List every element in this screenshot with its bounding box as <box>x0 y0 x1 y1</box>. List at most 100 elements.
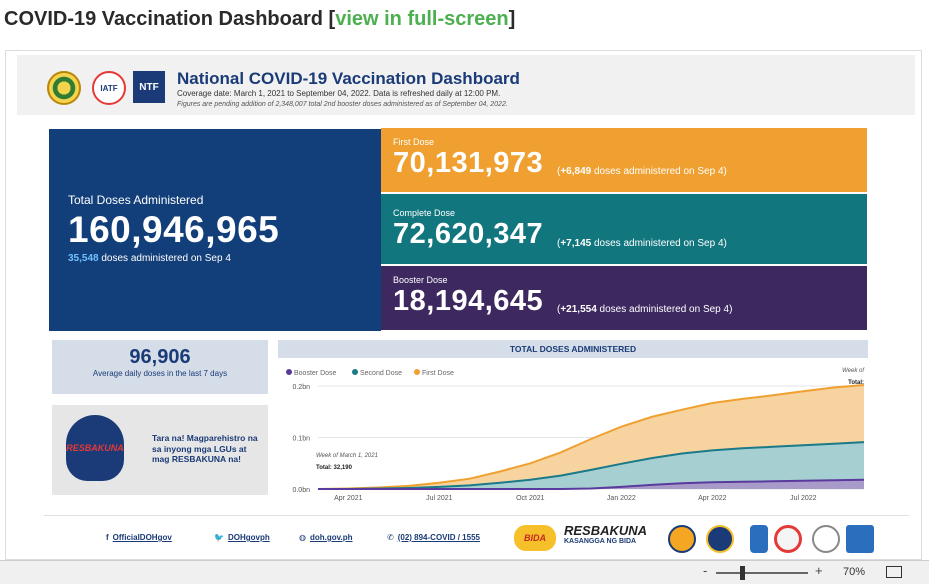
zoom-slider-thumb[interactable] <box>740 566 745 580</box>
first-dose-tile: First Dose 70,131,973 (+6,849 doses admi… <box>381 128 867 192</box>
booster-dose-tile: Booster Dose 18,194,645 (+21,554 doses a… <box>381 266 867 330</box>
booster-dose-line <box>318 478 865 490</box>
y-tick-label: 0.2bn <box>292 384 310 391</box>
booster-dose-label: Booster Dose <box>393 275 448 285</box>
first-dose-increase-value: +6,849 <box>560 166 592 177</box>
complete-dose-value: 72,620,347 <box>393 218 544 250</box>
booster-dose-increase-text: doses administered on Sep 4) <box>596 304 733 315</box>
footer-divider <box>44 515 909 516</box>
total-daily-line: 35,548 doses administered on Sep 4 <box>68 253 231 264</box>
first-dose-value: 70,131,973 <box>393 147 544 179</box>
pending-note: Figures are pending addition of 2,348,00… <box>177 101 508 108</box>
facebook-link[interactable]: f OfficialDOHgov <box>106 533 172 542</box>
zoom-in-button[interactable]: + <box>815 563 823 578</box>
page-heading-prefix: COVID-19 Vaccination Dashboard [ <box>4 8 336 30</box>
x-tick-label: Oct 2021 <box>516 495 545 502</box>
complete-dose-increase-prefix: ( <box>557 238 561 249</box>
booster-dose-area <box>318 479 864 489</box>
legend-swatch <box>286 369 292 375</box>
twitter-link[interactable]: 🐦 DOHgovph <box>214 533 270 542</box>
status-bar: - + 70% <box>0 560 929 584</box>
total-doses-tile: Total Doses Administered 160,946,965 35,… <box>49 129 381 331</box>
zoom-level: 70% <box>843 566 866 578</box>
page-heading: COVID-19 Vaccination Dashboard [view in … <box>4 8 515 31</box>
phone-link[interactable]: ✆ (02) 894-COVID / 1555 <box>387 533 480 542</box>
complete-dose-increase-value: +7,145 <box>560 238 592 249</box>
complete-dose-label: Complete Dose <box>393 208 456 218</box>
legend-label: Booster Dose <box>294 370 337 377</box>
zoom-slider-track[interactable] <box>716 572 808 574</box>
bida-logo-text: BIDA <box>524 533 546 543</box>
zoom-out-button[interactable]: - <box>703 563 708 578</box>
first-dose-line <box>317 384 865 490</box>
annotation-total-left: Total: 32,190 <box>316 465 353 471</box>
resbakuna-logo-text: RESBAKUNA <box>564 523 648 538</box>
dashboard-frame: IATF NTF National COVID-19 Vaccination D… <box>5 50 922 560</box>
first-dose-increase-text: doses administered on Sep 4) <box>591 166 727 177</box>
view-full-screen-link[interactable]: view in full-screen <box>335 8 509 30</box>
legend-swatch <box>352 369 358 375</box>
resbakuna-promo: RESBAKUNA Tara na! Magparehistro na sa i… <box>52 405 268 495</box>
globe-icon: ◍ <box>299 533 306 542</box>
website-link[interactable]: ◍ doh.gov.ph <box>299 533 353 542</box>
average-daily-label: Average daily doses in the last 7 days <box>92 369 228 378</box>
fullscreen-icon[interactable] <box>886 566 902 578</box>
first-dose-increase: (+6,849 doses administered on Sep 4) <box>557 166 727 177</box>
resbakuna-logo-tagline: KASANGGA NG BIDA <box>564 538 637 545</box>
coverage-text: Coverage date: March 1, 2021 to Septembe… <box>177 89 501 98</box>
total-doses-value: 160,946,965 <box>68 209 280 250</box>
phone-label: (02) 894-COVID / 1555 <box>397 533 480 542</box>
annotation-week-right: Week of <box>842 368 865 374</box>
second-dose-area <box>318 442 864 489</box>
complete-dose-increase-text: doses administered on Sep 4) <box>591 238 727 249</box>
x-tick-label: Jul 2022 <box>790 495 817 502</box>
complete-dose-tile: Complete Dose 72,620,347 (+7,145 doses a… <box>381 194 867 264</box>
average-daily-value: 96,906 <box>129 346 191 368</box>
x-tick-label: Jan 2022 <box>607 495 636 502</box>
average-daily-box: 96,906 Average daily doses in the last 7… <box>52 340 268 394</box>
iatf-logo-text: IATF <box>100 83 118 93</box>
annotation-total-right: Total: <box>848 380 864 386</box>
twitter-icon: 🐦 <box>214 533 224 542</box>
legend-label: First Dose <box>422 370 454 377</box>
resbakuna-logo-icon: RESBAKUNA KASANGGA NG BIDA <box>564 523 656 553</box>
footer: f OfficialDOHgov 🐦 DOHgovph ◍ doh.gov.ph ✆(… <box>6 511 923 559</box>
booster-dose-value: 18,194,645 <box>393 285 544 317</box>
ntf-logo-icon: NTF <box>133 71 165 103</box>
promo-text: Tara na! Magparehistro na sa inyong mga … <box>152 433 258 465</box>
unicef-logo-icon <box>846 525 874 553</box>
booster-dose-increase-value: +21,554 <box>560 304 597 315</box>
partner-logo-2-icon <box>706 525 734 553</box>
y-tick-label: 0.1bn <box>292 436 310 443</box>
total-daily-value: 35,548 <box>68 253 99 264</box>
dilg-logo-icon <box>774 525 802 553</box>
y-tick-label: 0.0bn <box>292 487 310 494</box>
partner-logo-1-icon <box>668 525 696 553</box>
doh-seal-icon <box>47 71 81 105</box>
page-heading-suffix: ] <box>508 8 516 30</box>
dashboard-title: National COVID-19 Vaccination Dashboard <box>177 69 520 88</box>
partner-logo-5-icon <box>812 525 840 553</box>
resbakuna-mascot-icon: RESBAKUNA <box>66 415 124 481</box>
first-dose-increase-prefix: ( <box>557 166 561 177</box>
annotation-week-left: Week of March 1, 2021 <box>316 453 378 459</box>
chart-title: TOTAL DOSES ADMINISTERED <box>278 340 868 358</box>
iatf-logo-icon: IATF <box>92 71 126 105</box>
bida-logo-icon: BIDA <box>514 525 556 551</box>
facebook-label: OfficialDOHgov <box>112 533 172 542</box>
resbakuna-mascot-text: RESBAKUNA <box>66 443 124 453</box>
booster-dose-increase-prefix: ( <box>557 304 561 315</box>
doses-area-chart[interactable]: 0.2bn 0.1bn 0.0bn Apr 2021 Jul 2021 Oct 2021 J… <box>278 358 868 503</box>
x-tick-label: Jul 2021 <box>426 495 453 502</box>
pia-logo-icon <box>750 525 768 553</box>
legend-label: Second Dose <box>360 370 402 377</box>
x-tick-label: Apr 2022 <box>698 495 727 502</box>
total-daily-text: doses administered on Sep 4 <box>98 253 231 264</box>
booster-dose-increase: (+21,554 doses administered on Sep 4) <box>557 304 732 315</box>
facebook-icon: f <box>106 533 109 542</box>
dashboard-header: IATF NTF National COVID-19 Vaccination D… <box>17 55 915 115</box>
legend-swatch <box>414 369 420 375</box>
phone-icon: ✆ <box>387 533 394 542</box>
x-tick-label: Apr 2021 <box>334 495 363 502</box>
total-doses-label: Total Doses Administered <box>68 193 204 207</box>
